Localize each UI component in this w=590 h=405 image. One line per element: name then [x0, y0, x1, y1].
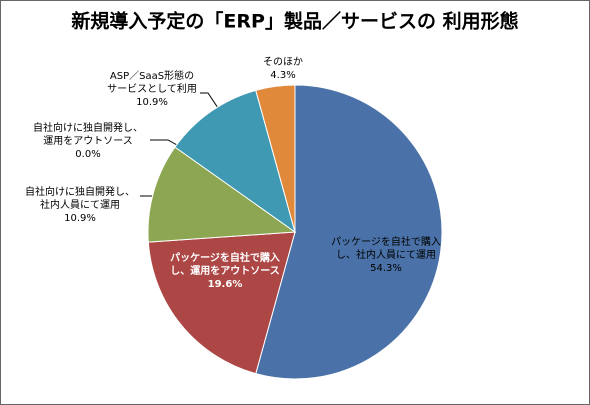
slice-label: サービスとして利用 — [107, 83, 197, 95]
pie-slice — [147, 146, 297, 243]
value-label: 10.9% — [136, 97, 168, 108]
pie-slice — [255, 84, 443, 380]
slice-label: パッケージを自社で購入 — [331, 235, 441, 248]
slice-label: 自社向けに独自開発し、 — [25, 185, 135, 198]
value-label: 4.3% — [270, 70, 295, 81]
slice-label: 自社向けに独自開発し、 — [33, 121, 143, 134]
pie-slice — [255, 84, 296, 233]
slice-label: パッケージを自社で購入 — [170, 251, 280, 264]
value-label: 10.9% — [64, 213, 96, 224]
value-label: 54.3% — [370, 263, 402, 274]
leader-line — [200, 92, 219, 109]
slice-label: し、運用をアウトソース — [170, 265, 280, 277]
slice-label: し、社内人員にて運用 — [336, 248, 436, 261]
slice-label: そのほか — [263, 56, 303, 68]
chart-title: 新規導入予定の「ERP」製品／サービスの 利用形態 — [71, 10, 518, 33]
value-label: 19.6% — [208, 279, 243, 290]
pie-slice — [147, 231, 296, 375]
slice-label: ASP／SaaS形態の — [110, 69, 194, 82]
value-label: 0.0% — [75, 149, 100, 160]
slice-label: 社内人員にて運用 — [40, 198, 120, 211]
slice-label: 運用をアウトソース — [43, 135, 133, 147]
pie-slice — [174, 89, 296, 234]
